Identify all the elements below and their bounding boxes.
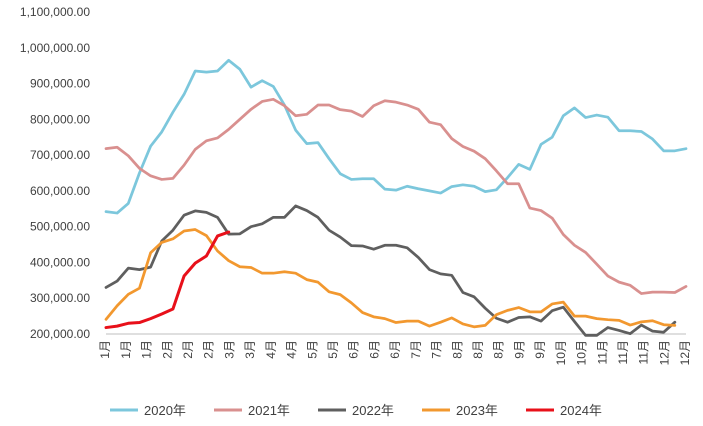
x-tick-label: 7月 <box>409 340 423 359</box>
y-tick-label: 300,000.00 <box>30 291 90 305</box>
x-tick-label: 1月 <box>119 340 133 359</box>
legend-item: 2024年 <box>526 403 602 418</box>
x-tick-label: 6月 <box>367 340 381 359</box>
x-tick-label: 1月 <box>140 340 154 359</box>
legend-label: 2024年 <box>560 403 602 418</box>
x-tick-label: 4月 <box>285 340 299 359</box>
series-line-3 <box>104 204 677 337</box>
y-tick-label: 900,000.00 <box>30 77 90 91</box>
legend: 2020年 2021年 2022年 2023年 2024年 <box>110 403 602 418</box>
x-tick-label: 2月 <box>181 340 195 359</box>
series-line-1 <box>104 58 688 215</box>
legend-item: 2023年 <box>422 403 498 418</box>
y-tick-label: 400,000.00 <box>30 255 90 269</box>
y-tick-label: 1,000,000.00 <box>20 41 90 55</box>
x-axis-tick-labels: 1月 1月 1月 2月 2月 2月 3月 3月 4月 4月 5月 5月 6月 6月 6月 7月 7月 8月 8月 8月… <box>98 340 692 365</box>
x-tick-label: 3月 <box>243 340 257 359</box>
x-tick-label: 11月 <box>637 340 651 364</box>
x-tick-label: 10月 <box>554 340 568 365</box>
y-tick-label: 800,000.00 <box>30 112 90 126</box>
series-line-5 <box>104 230 231 330</box>
x-tick-label: 8月 <box>450 340 464 359</box>
legend-item: 2021年 <box>214 403 290 418</box>
x-tick-label: 12月 <box>657 340 671 365</box>
x-tick-label: 8月 <box>492 340 506 359</box>
x-tick-label: 12月 <box>678 340 692 365</box>
x-tick-label: 6月 <box>347 340 361 359</box>
x-tick-label: 5月 <box>305 340 319 359</box>
x-tick-label: 6月 <box>388 340 402 359</box>
x-tick-label: 10月 <box>575 340 589 365</box>
series-line-4 <box>104 228 677 329</box>
y-tick-label: 1,100,000.00 <box>20 5 90 19</box>
legend-label: 2023年 <box>456 403 498 418</box>
x-tick-label: 7月 <box>430 340 444 359</box>
legend-label: 2021年 <box>248 403 290 418</box>
x-tick-label: 3月 <box>222 340 236 359</box>
y-tick-label: 600,000.00 <box>30 184 90 198</box>
series-line-2 <box>104 97 688 295</box>
x-tick-label: 1月 <box>98 340 112 359</box>
y-tick-label: 700,000.00 <box>30 148 90 162</box>
x-tick-label: 8月 <box>471 340 485 359</box>
y-tick-label: 500,000.00 <box>30 220 90 234</box>
legend-label: 2020年 <box>144 403 186 418</box>
y-tick-label: 200,000.00 <box>30 327 90 341</box>
x-tick-label: 4月 <box>264 340 278 359</box>
x-tick-label: 5月 <box>326 340 340 359</box>
x-tick-label: 11月 <box>616 340 630 364</box>
legend-item: 2020年 <box>110 403 186 418</box>
x-tick-label: 9月 <box>533 340 547 359</box>
x-tick-label: 9月 <box>512 340 526 359</box>
legend-label: 2022年 <box>352 403 394 418</box>
series-lines <box>104 58 688 337</box>
x-tick-label: 11月 <box>595 340 609 364</box>
y-axis-tick-labels: 1,100,000.00 1,000,000.00 900,000.00 800,00… <box>20 5 90 341</box>
legend-item: 2022年 <box>318 403 394 418</box>
x-tick-label: 2月 <box>160 340 174 359</box>
x-tick-label: 2月 <box>202 340 216 359</box>
